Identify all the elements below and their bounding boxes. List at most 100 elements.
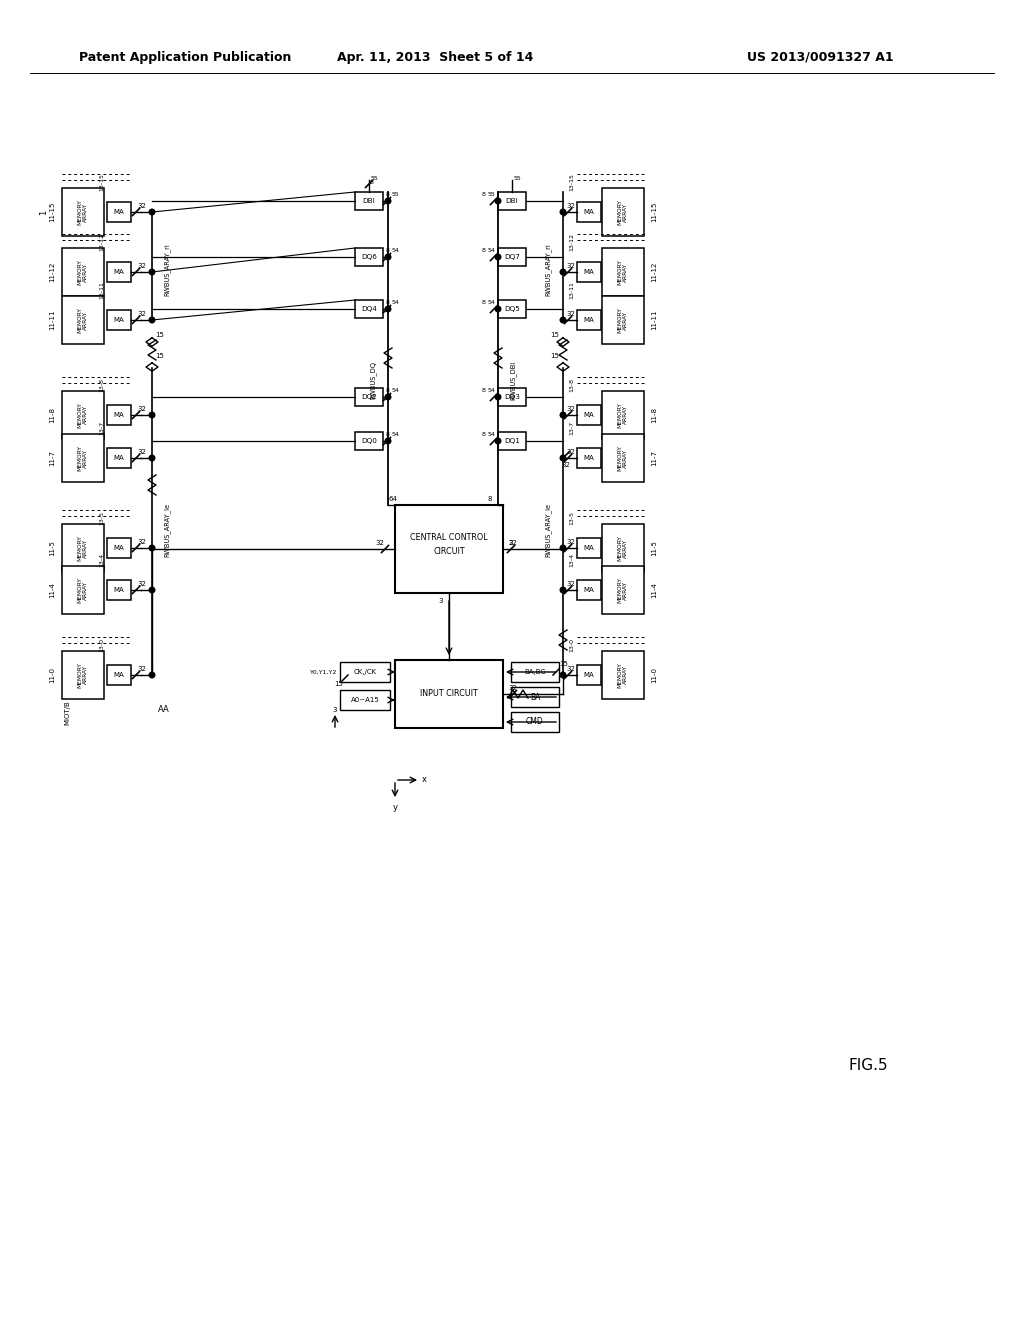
Text: MA: MA — [584, 545, 594, 550]
Text: 8: 8 — [386, 191, 390, 197]
Circle shape — [150, 269, 155, 275]
Text: MEMORY
ARRAY: MEMORY ARRAY — [78, 577, 88, 603]
Bar — [62, 566, 104, 614]
Text: 11-15: 11-15 — [651, 202, 657, 222]
Text: 1: 1 — [40, 210, 48, 215]
Text: 11-11: 11-11 — [49, 310, 55, 330]
Circle shape — [496, 198, 501, 203]
Bar — [106, 579, 131, 601]
Bar — [577, 261, 601, 282]
Text: CMD: CMD — [526, 718, 544, 726]
Text: RWBUS_ARAY_ri: RWBUS_ARAY_ri — [545, 244, 551, 297]
Text: MA: MA — [584, 412, 594, 418]
Text: 54: 54 — [487, 248, 495, 252]
Text: 13-0: 13-0 — [569, 638, 574, 652]
Text: CENTRAL CONTROL: CENTRAL CONTROL — [411, 532, 487, 541]
Circle shape — [560, 412, 566, 418]
Text: 55: 55 — [370, 176, 378, 181]
Text: MA: MA — [114, 455, 124, 461]
Circle shape — [385, 255, 391, 260]
Text: 13-15: 13-15 — [99, 173, 104, 191]
Bar — [106, 405, 131, 425]
Text: 54: 54 — [487, 432, 495, 437]
Text: DBI: DBI — [506, 198, 518, 205]
Text: MEMORY
ARRAY: MEMORY ARRAY — [617, 199, 629, 224]
Text: MEMORY
ARRAY: MEMORY ARRAY — [78, 259, 88, 285]
Text: 13-11: 13-11 — [99, 281, 104, 298]
Text: 11-12: 11-12 — [49, 261, 55, 282]
Bar — [602, 651, 644, 700]
Text: 11-4: 11-4 — [49, 582, 55, 598]
Circle shape — [150, 317, 155, 323]
Bar — [498, 191, 526, 210]
Text: 32: 32 — [566, 312, 575, 317]
Text: DQ1: DQ1 — [504, 438, 520, 444]
Text: BA,BG: BA,BG — [524, 669, 546, 675]
Text: INPUT CIRCUIT: INPUT CIRCUIT — [420, 689, 478, 698]
Bar — [62, 391, 104, 440]
Text: 32: 32 — [566, 667, 575, 672]
Text: MEMORY
ARRAY: MEMORY ARRAY — [78, 663, 88, 688]
Bar — [602, 391, 644, 440]
Text: 32: 32 — [137, 539, 146, 545]
Text: 13-8: 13-8 — [569, 378, 574, 392]
Text: 55: 55 — [487, 191, 495, 197]
Bar — [355, 300, 383, 318]
Circle shape — [150, 545, 155, 550]
Bar — [106, 261, 131, 282]
Text: MA: MA — [114, 269, 124, 275]
Text: 8: 8 — [386, 388, 390, 392]
Text: 64: 64 — [388, 496, 397, 502]
Text: US 2013/0091327 A1: US 2013/0091327 A1 — [746, 50, 893, 63]
Circle shape — [496, 306, 501, 312]
Text: 15: 15 — [335, 681, 343, 686]
Text: RWBUS_DQ: RWBUS_DQ — [370, 360, 377, 399]
Text: MEMORY
ARRAY: MEMORY ARRAY — [78, 535, 88, 561]
Circle shape — [560, 209, 566, 215]
Text: DQ3: DQ3 — [504, 393, 520, 400]
Text: 11-5: 11-5 — [49, 540, 55, 556]
Circle shape — [560, 455, 566, 461]
Text: DQ2: DQ2 — [361, 393, 377, 400]
Text: 32: 32 — [566, 449, 575, 455]
Text: 15: 15 — [156, 352, 165, 359]
Text: 15: 15 — [559, 661, 568, 667]
Circle shape — [560, 545, 566, 550]
Circle shape — [150, 672, 155, 677]
Text: 13-4: 13-4 — [99, 553, 104, 568]
Bar — [577, 539, 601, 558]
Bar — [577, 202, 601, 222]
Text: MEMORY
ARRAY: MEMORY ARRAY — [617, 577, 629, 603]
Circle shape — [496, 395, 501, 400]
Text: MEMORY
ARRAY: MEMORY ARRAY — [617, 445, 629, 471]
Text: DBI: DBI — [362, 198, 376, 205]
Bar — [577, 405, 601, 425]
Text: MA: MA — [584, 269, 594, 275]
Bar — [577, 310, 601, 330]
Text: CK,/CK: CK,/CK — [353, 669, 377, 675]
Text: MA: MA — [114, 317, 124, 323]
Circle shape — [560, 269, 566, 275]
Text: 11-7: 11-7 — [651, 450, 657, 466]
Text: BA: BA — [529, 693, 541, 701]
Bar — [498, 248, 526, 267]
Bar — [355, 248, 383, 267]
Bar — [62, 524, 104, 572]
Text: 2: 2 — [509, 540, 513, 546]
Bar — [511, 711, 559, 733]
Text: 8: 8 — [487, 496, 493, 502]
Text: 54: 54 — [487, 388, 495, 392]
Bar — [340, 663, 390, 682]
Bar — [106, 539, 131, 558]
Text: 11-11: 11-11 — [651, 310, 657, 330]
Circle shape — [385, 395, 391, 400]
Text: 11-8: 11-8 — [651, 407, 657, 422]
Text: 15: 15 — [551, 333, 559, 338]
Circle shape — [150, 209, 155, 215]
Text: 15: 15 — [551, 352, 559, 359]
Text: 32: 32 — [566, 263, 575, 269]
Text: MEMORY
ARRAY: MEMORY ARRAY — [78, 403, 88, 428]
Circle shape — [496, 255, 501, 260]
Text: 54: 54 — [391, 432, 399, 437]
Text: 32: 32 — [137, 449, 146, 455]
